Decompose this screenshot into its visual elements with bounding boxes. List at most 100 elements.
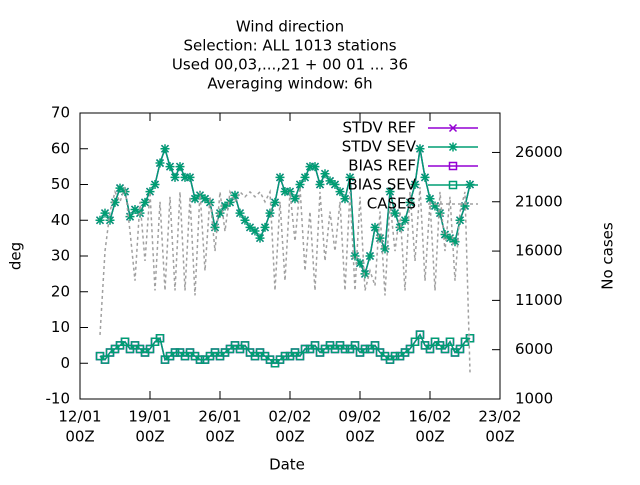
point <box>370 222 380 232</box>
legend-marker <box>448 180 458 190</box>
y2-tick-label: 11000 <box>515 291 563 309</box>
point <box>265 355 275 364</box>
x-tick-label: 26/01 <box>198 408 241 426</box>
point <box>435 208 445 218</box>
x-tick-label: 00Z <box>65 428 94 446</box>
point <box>230 190 240 200</box>
point <box>415 330 425 339</box>
chart-subtitle: Used 00,03,...,21 + 00 01 ... 36 <box>172 56 408 74</box>
point <box>315 180 325 189</box>
legend-marker <box>448 123 458 133</box>
point <box>185 172 195 182</box>
point <box>365 251 375 261</box>
y2-tick-label: 1000 <box>515 390 553 408</box>
point <box>245 222 255 232</box>
point <box>430 337 440 347</box>
point <box>190 194 200 204</box>
point <box>95 351 105 361</box>
point <box>195 190 205 200</box>
x-tick-label: 00Z <box>205 428 234 446</box>
point <box>260 222 270 232</box>
point <box>140 197 150 207</box>
y-tick-label: 0 <box>60 354 70 372</box>
point <box>285 187 295 197</box>
point <box>150 180 160 189</box>
y2-axis-label: No cases <box>599 222 617 290</box>
point <box>450 237 460 247</box>
y-tick-label: 20 <box>51 282 70 300</box>
point <box>95 215 105 225</box>
point <box>445 233 455 243</box>
point <box>435 341 445 350</box>
point <box>295 180 305 189</box>
point <box>230 341 240 350</box>
y-tick-label: 30 <box>51 247 70 265</box>
point <box>135 344 145 354</box>
point <box>400 215 410 225</box>
point <box>445 337 455 347</box>
point <box>375 233 385 243</box>
point <box>160 144 170 154</box>
point <box>215 208 225 218</box>
x-tick-label: 09/02 <box>338 408 381 426</box>
point <box>340 194 350 204</box>
point <box>325 341 335 350</box>
point <box>170 172 180 182</box>
y2-tick-label: 21000 <box>515 192 563 210</box>
point <box>465 333 475 343</box>
point <box>390 208 400 218</box>
point <box>455 215 465 225</box>
chart-subtitle: Selection: ALL 1013 stations <box>183 37 396 55</box>
legend-marker <box>448 161 458 171</box>
point <box>320 169 330 179</box>
point <box>430 201 440 211</box>
point <box>275 172 285 182</box>
x-tick-label: 00Z <box>415 428 444 446</box>
y-tick-label: 70 <box>51 104 70 122</box>
y2-tick-label: 6000 <box>515 340 553 358</box>
point <box>415 144 425 154</box>
point <box>240 215 250 225</box>
point <box>100 208 110 218</box>
point <box>425 194 435 204</box>
point <box>380 351 390 361</box>
x-axis-label: Date <box>269 456 305 474</box>
point <box>250 226 260 236</box>
y-tick-label: 50 <box>51 175 70 193</box>
legend-label: BIAS SEV <box>347 176 416 194</box>
point <box>355 258 365 268</box>
x-tick-label: 00Z <box>485 428 514 446</box>
point <box>210 222 220 232</box>
point <box>220 201 230 211</box>
y-axis-label: deg <box>7 242 25 270</box>
point <box>255 233 265 243</box>
chart-subtitle: Averaging window: 6h <box>207 75 372 93</box>
point <box>130 205 140 215</box>
point <box>335 341 345 350</box>
point <box>145 187 155 197</box>
point <box>155 158 165 168</box>
point <box>395 222 405 232</box>
x-tick-label: 02/02 <box>268 408 311 426</box>
y2-tick-label: 16000 <box>515 242 563 260</box>
y-tick-label: 60 <box>51 139 70 157</box>
point <box>190 351 200 361</box>
point <box>420 341 430 350</box>
point <box>255 348 265 357</box>
point <box>420 172 430 182</box>
point <box>115 183 125 193</box>
legend-label: STDV SEV <box>342 138 417 156</box>
y-tick-label: 10 <box>51 318 70 336</box>
series-line <box>99 186 471 373</box>
point <box>180 172 190 182</box>
point <box>290 348 300 357</box>
point <box>300 172 310 182</box>
point <box>460 201 470 211</box>
point <box>410 180 420 189</box>
point <box>175 162 185 172</box>
point <box>105 215 115 225</box>
point <box>225 197 235 207</box>
x-tick-label: 00Z <box>275 428 304 446</box>
point <box>330 180 340 189</box>
